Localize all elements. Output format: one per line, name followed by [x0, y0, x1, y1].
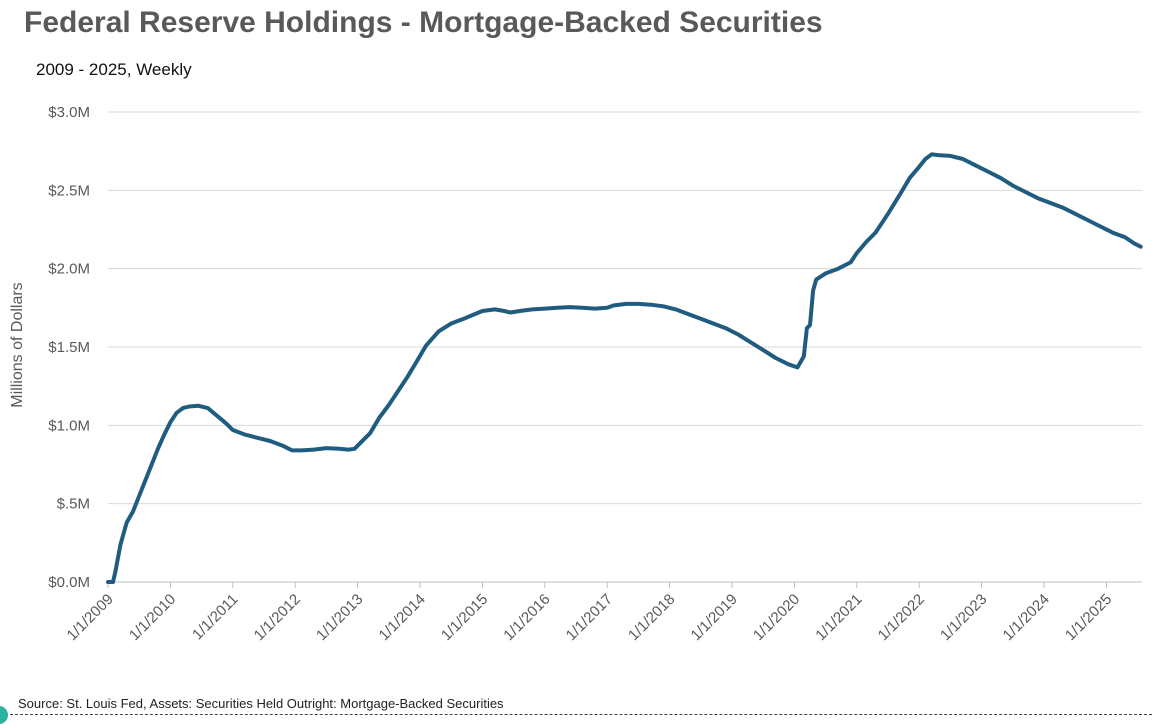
chart-subtitle: 2009 - 2025, Weekly [36, 60, 192, 79]
y-axis-label: Millions of Dollars [9, 282, 26, 407]
x-tick-label: 1/1/2012 [251, 591, 304, 644]
x-tick-label: 1/1/2009 [64, 591, 117, 644]
x-tick-label: 1/1/2024 [1000, 591, 1053, 644]
decorative-dot [0, 706, 8, 724]
y-tick-label: $0.0M [48, 574, 90, 591]
y-tick-label: $1.5M [48, 339, 90, 356]
x-tick-label: 1/1/2011 [189, 591, 242, 644]
x-tick-label: 1/1/2013 [313, 591, 366, 644]
source-note: Source: St. Louis Fed, Assets: Securitie… [18, 696, 504, 711]
y-tick-label: $1.0M [48, 417, 90, 434]
x-tick-label: 1/1/2023 [937, 591, 990, 644]
y-tick-label: $2.0M [48, 261, 90, 278]
x-tick-label: 1/1/2022 [875, 591, 928, 644]
x-tick-label: 1/1/2018 [625, 591, 678, 644]
x-tick-label: 1/1/2021 [812, 591, 865, 644]
x-axis-ticks: 1/1/2009 1/1/2010 1/1/2011 1/1/2012 1/1/2013… [64, 582, 1115, 644]
y-tick-label: $3.0M [48, 104, 90, 121]
x-tick-label: 1/1/2017 [563, 591, 616, 644]
series-line [106, 152, 1143, 584]
x-tick-label: 1/1/2020 [750, 591, 803, 644]
y-tick-label: $.5M [57, 496, 90, 513]
x-tick-label: 1/1/2010 [126, 591, 179, 644]
x-tick-label: 1/1/2016 [500, 591, 553, 644]
line-chart: $0.0M $.5M $1.0M $1.5M $2.0M $2.5M $3.0M 1/1/2… [9, 104, 1143, 644]
y-tick-label: $2.5M [48, 182, 90, 199]
gridlines [108, 111, 1142, 505]
y-axis-ticks: $0.0M $.5M $1.0M $1.5M $2.0M $2.5M $3.0M [48, 104, 90, 591]
x-tick-label: 1/1/2014 [376, 591, 429, 644]
x-tick-label: 1/1/2019 [688, 591, 741, 644]
divider-line [0, 714, 1152, 715]
chart-title: Federal Reserve Holdings - Mortgage-Back… [24, 6, 823, 39]
x-tick-label: 1/1/2025 [1062, 591, 1115, 644]
x-tick-label: 1/1/2015 [438, 591, 491, 644]
